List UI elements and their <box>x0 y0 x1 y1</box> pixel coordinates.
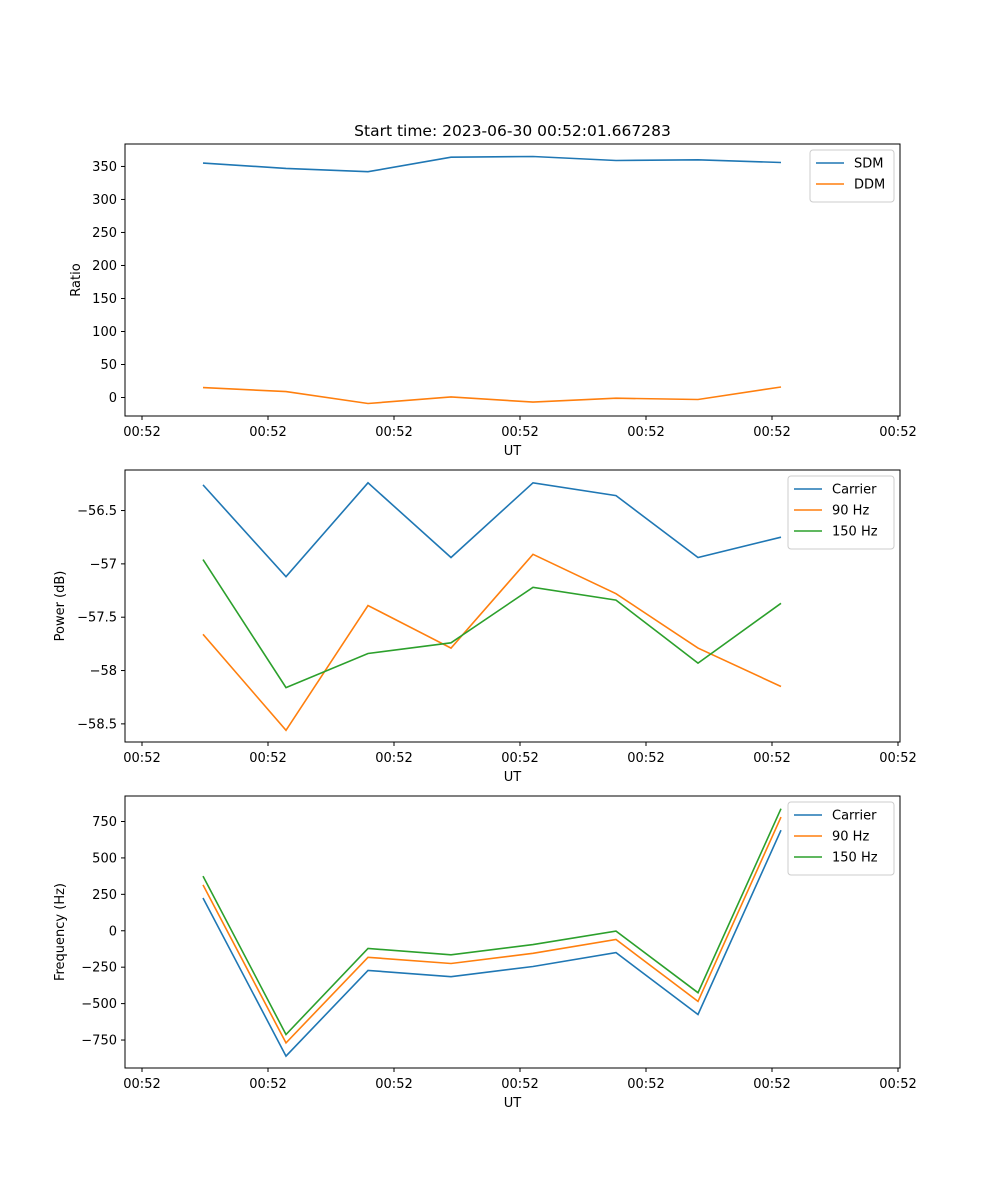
y-tick-label: −500 <box>81 997 117 1012</box>
x-tick-label: 00:52 <box>501 425 538 440</box>
legend: Carrier 90 Hz 150 Hz <box>787 475 895 550</box>
y-tick-label: 300 <box>92 193 117 208</box>
y-tick-label: 100 <box>92 325 117 340</box>
legend-label: 150 Hz <box>832 525 878 540</box>
y-tick-label: 350 <box>92 160 117 175</box>
legend-label: DDM <box>854 178 885 193</box>
chart-panel-3: −750 −500 −250 0 250 500 750 00:52 00:52 00:52 00:… <box>53 795 917 1111</box>
x-tick-label: 00:52 <box>375 1077 412 1092</box>
legend-label: 150 Hz <box>832 851 878 866</box>
x-tick-label: 00:52 <box>627 425 664 440</box>
legend-label: 90 Hz <box>832 830 869 845</box>
series-line-150-hz <box>202 808 782 1036</box>
legend-label: 90 Hz <box>832 504 869 519</box>
x-tick-label: 00:52 <box>123 751 160 766</box>
legend-label: Carrier <box>832 483 877 498</box>
x-tick-label: 00:52 <box>879 425 916 440</box>
series-line-150-hz <box>202 559 782 689</box>
y-tick-label: 150 <box>92 292 117 307</box>
chart-panel-2: −58.5 −58 −57.5 −57 −56.5 00:52 00:52 00:52 00:5… <box>53 469 917 785</box>
y-tick-label: −58 <box>90 664 117 679</box>
y-tick-label: 0 <box>109 391 117 406</box>
chart-title: Start time: 2023-06-30 00:52:01.667283 <box>354 122 671 140</box>
series-line-carrier <box>202 829 782 1058</box>
x-tick-label: 00:52 <box>123 1077 160 1092</box>
x-tick-label: 00:52 <box>501 751 538 766</box>
y-tick-label: 0 <box>109 924 117 939</box>
x-tick-label: 00:52 <box>879 1077 916 1092</box>
y-tick-label: −57 <box>90 557 117 572</box>
x-tick-label: 00:52 <box>249 751 286 766</box>
y-axis-label: Ratio <box>69 263 84 296</box>
y-tick-label: 750 <box>92 815 117 830</box>
x-tick-label: 00:52 <box>753 425 790 440</box>
x-tick-label: 00:52 <box>627 1077 664 1092</box>
y-tick-label: −250 <box>81 961 117 976</box>
x-tick-label: 00:52 <box>249 425 286 440</box>
y-tick-label: 200 <box>92 259 117 274</box>
y-tick-label: −58.5 <box>77 717 117 732</box>
legend: Carrier 90 Hz 150 Hz <box>787 801 895 876</box>
legend: SDM DDM <box>809 149 895 203</box>
series-line-90-hz <box>202 816 782 1045</box>
series-line-ddm <box>202 386 782 405</box>
axes-frame <box>124 143 901 417</box>
axes-frame <box>124 469 901 743</box>
x-tick-label: 00:52 <box>249 1077 286 1092</box>
y-axis-label: Power (dB) <box>53 571 68 642</box>
x-tick-label: 00:52 <box>123 425 160 440</box>
y-tick-label: 50 <box>100 358 117 373</box>
chart-panel-1: 0 50 100 150 200 250 300 350 00:52 00:52 00:52 00:5… <box>69 122 917 459</box>
x-tick-label: 00:52 <box>627 751 664 766</box>
x-axis-label: UT <box>504 444 522 459</box>
x-tick-label: 00:52 <box>879 751 916 766</box>
series-line-90-hz <box>202 553 782 732</box>
x-tick-label: 00:52 <box>375 751 412 766</box>
y-tick-label: 500 <box>92 851 117 866</box>
y-axis-label: Frequency (Hz) <box>53 883 68 981</box>
x-axis-label: UT <box>504 1096 522 1111</box>
x-axis-label: UT <box>504 770 522 785</box>
series-line-sdm <box>202 155 782 173</box>
series-line-carrier <box>202 481 782 578</box>
y-tick-label: −56.5 <box>77 504 117 519</box>
legend-label: Carrier <box>832 809 877 824</box>
y-tick-label: 250 <box>92 226 117 241</box>
axes-frame <box>124 795 901 1069</box>
x-tick-label: 00:52 <box>501 1077 538 1092</box>
legend-label: SDM <box>854 157 883 172</box>
y-tick-label: −750 <box>81 1034 117 1049</box>
y-tick-label: 250 <box>92 888 117 903</box>
x-tick-label: 00:52 <box>375 425 412 440</box>
x-tick-label: 00:52 <box>753 751 790 766</box>
y-tick-label: −57.5 <box>77 611 117 626</box>
x-tick-label: 00:52 <box>753 1077 790 1092</box>
